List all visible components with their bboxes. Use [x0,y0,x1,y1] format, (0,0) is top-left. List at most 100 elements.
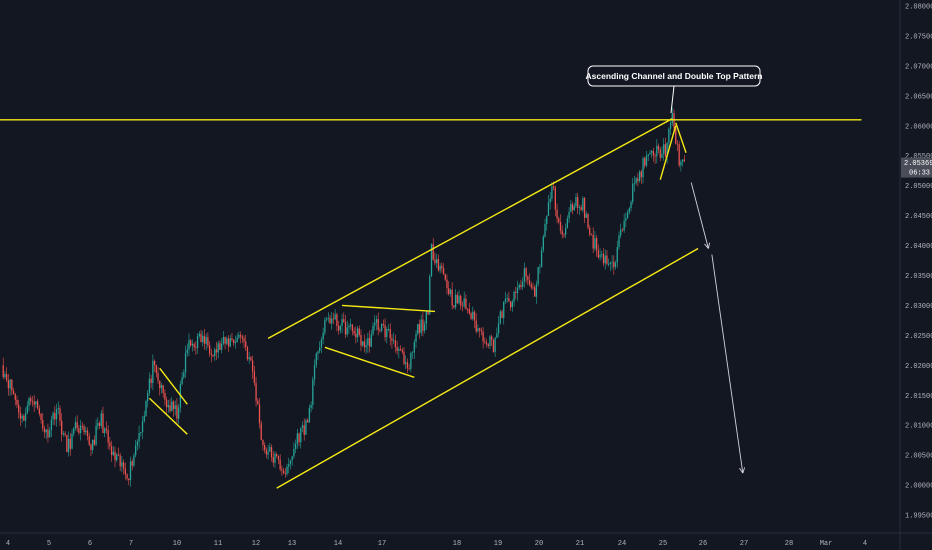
candle-body [382,324,384,326]
candle-body [227,338,230,347]
candle-body [530,284,532,288]
projection-arrow [711,254,744,474]
candle-body [363,341,366,348]
candle-body [152,360,154,384]
candle-body [141,421,144,433]
candle-body [214,349,216,357]
candle-body [606,255,608,265]
candle-body [547,202,550,216]
pattern-annotation[interactable]: Ascending Channel and Double Top Pattern [586,65,763,114]
candle-body [601,253,603,255]
candle-body [79,425,82,434]
candle-body [243,338,245,342]
candle-body [410,352,412,369]
candle-body [523,268,526,282]
candle-body [403,351,405,364]
candle-body [504,298,507,302]
candle-body [186,349,188,354]
candle-body [485,342,488,345]
candle-body [23,415,25,421]
candle-body [460,295,462,306]
candle-body [234,342,237,344]
candle-body [473,311,476,321]
candle-body [425,311,427,325]
candle-body [313,364,316,380]
candle-body [635,178,637,183]
candle-body [563,234,565,236]
candle-body [520,284,522,287]
candle-body [587,214,589,228]
candle-body [477,328,479,332]
candle-body [105,428,108,431]
candle-body [561,230,563,235]
candle-body [379,330,381,331]
price-axis[interactable]: 1.99500 2.00000 2.00500 2.01000 2.01500 2.020… [905,3,932,520]
candle-body [479,328,481,331]
candle-body [270,447,273,458]
candle-body [97,423,99,426]
candle-body [675,127,677,144]
candle-body [169,405,171,412]
time-axis[interactable]: 4 5 6 7 10 11 12 13 14 17 18 19 20 21 24 25 26 27 28 Mar 4 [6,540,867,548]
candle-body [36,401,39,409]
candle-body [16,399,18,405]
candle-body [47,429,49,438]
candle-body [119,455,121,467]
candle-body [681,159,684,162]
candle-body [81,425,83,427]
price-tick-label: 2.05500 [905,153,932,161]
candle-body [246,347,249,360]
candle-body [484,341,486,343]
candle-body [595,238,598,251]
candle-body [257,400,259,405]
candle-body [389,328,391,339]
time-tick-label: 4 [863,540,867,548]
candle-body [61,420,63,435]
annotation-text: Ascending Channel and Double Top Pattern [586,71,763,81]
candle-body [104,428,106,433]
candle-body [116,454,118,461]
candle-body [85,430,87,433]
candle-body [458,295,460,304]
candle-body [114,451,116,461]
candle-body [284,473,286,475]
candle-body [422,319,424,331]
candle-body [198,333,200,336]
candle-body [253,371,255,383]
candle-body [491,336,493,340]
price-tick-label: 2.06000 [905,123,932,131]
double-top-right-line [675,122,687,153]
candle-body [638,171,641,182]
candle-body [33,401,35,405]
time-tick-label: 12 [252,540,260,548]
candle-body [367,338,369,346]
candle-body [196,335,199,348]
candle-body [219,343,221,350]
candle-body [405,362,407,364]
candle-body [487,344,489,346]
candle-body [92,439,94,450]
candle-body [680,161,682,166]
candle-body [534,287,536,297]
candle-body [372,325,374,335]
candle-body [147,392,149,402]
candle-body [580,207,582,211]
candle-body [528,280,531,285]
candle-body [441,265,443,269]
candle-body [565,228,567,235]
candle-body [277,455,280,460]
candle-body [456,294,458,304]
candle-body [417,324,419,334]
candle-body [195,347,197,348]
candle-body [415,333,417,342]
projection-arrow-head [707,242,711,249]
candle-body [406,362,409,369]
candle-body [208,345,211,354]
candle-body [255,382,257,401]
candle-body [644,158,646,166]
candle-body [117,454,120,456]
candle-body [109,442,111,447]
candle-body [90,444,92,450]
candle-body [575,197,577,207]
